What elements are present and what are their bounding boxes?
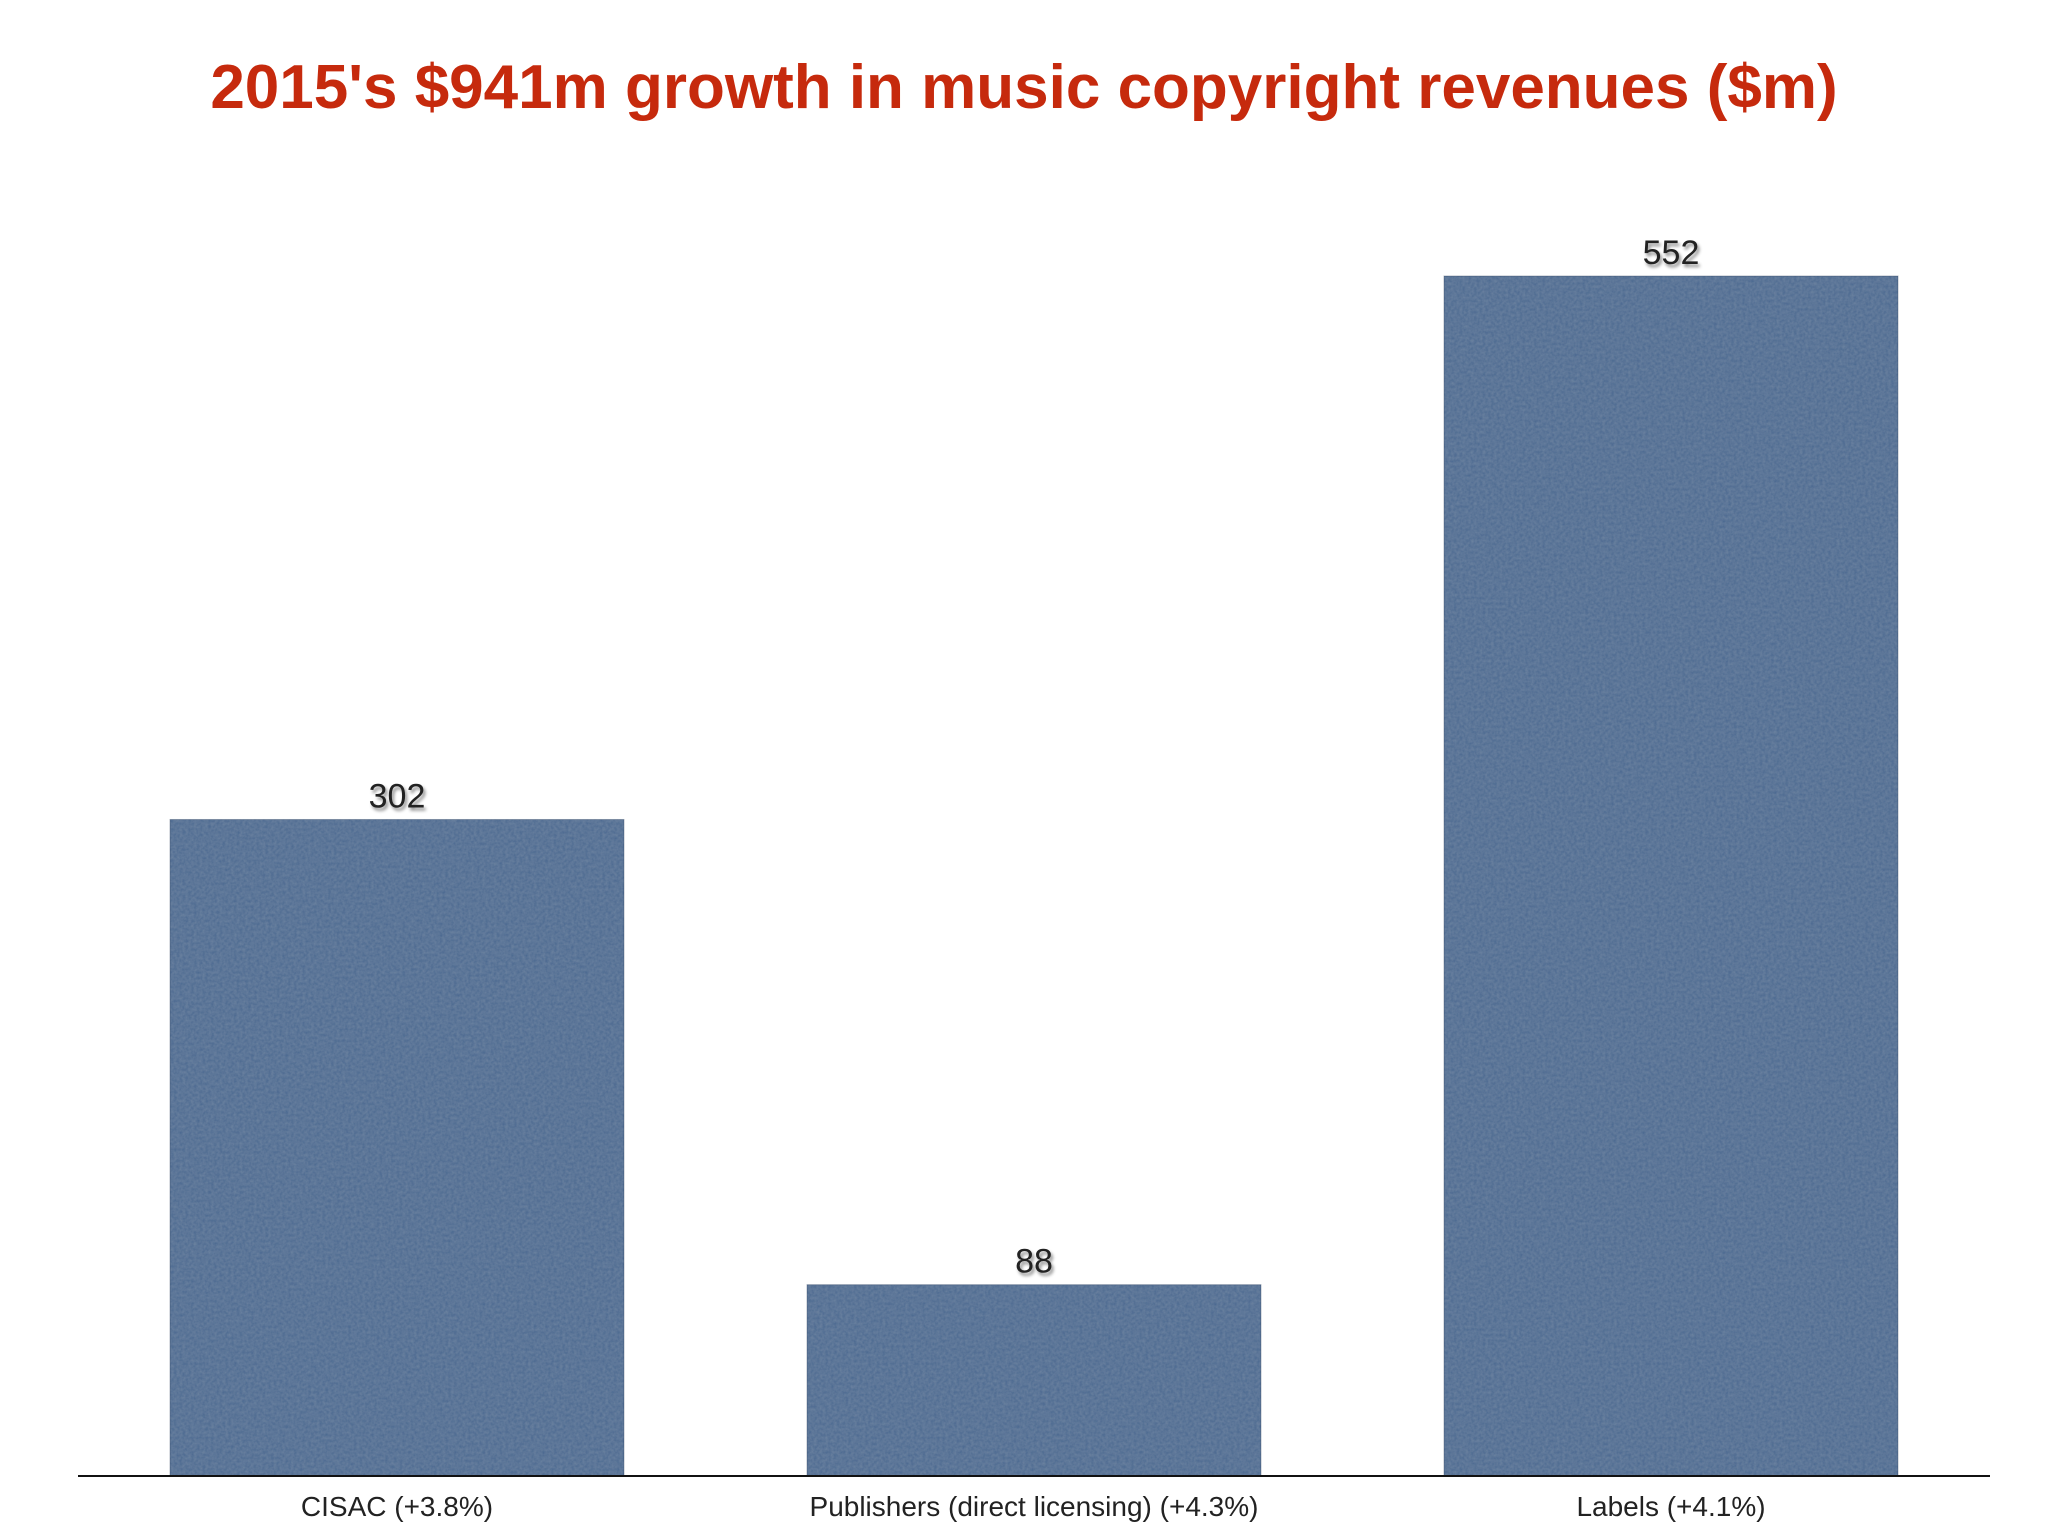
value-label-2: 552 [1643, 234, 1700, 272]
category-labels-group: CISAC (+3.8%) Publishers (direct licensin… [301, 1491, 1766, 1522]
bar-1 [807, 1284, 1261, 1476]
value-label-1: 88 [1015, 1243, 1053, 1281]
value-label-0: 302 [369, 777, 426, 815]
category-label-1: Publishers (direct licensing) (+4.3%) [810, 1491, 1259, 1522]
bar-2 [1444, 276, 1898, 1476]
bar-0 [170, 819, 624, 1476]
category-label-0: CISAC (+3.8%) [301, 1491, 493, 1522]
bars-group [169, 275, 1899, 1477]
category-label-2: Labels (+4.1%) [1576, 1491, 1765, 1522]
chart-title: 2015's $941m growth in music copyright r… [210, 53, 1838, 122]
value-labels-group: 302 88 552 [369, 234, 1700, 1281]
